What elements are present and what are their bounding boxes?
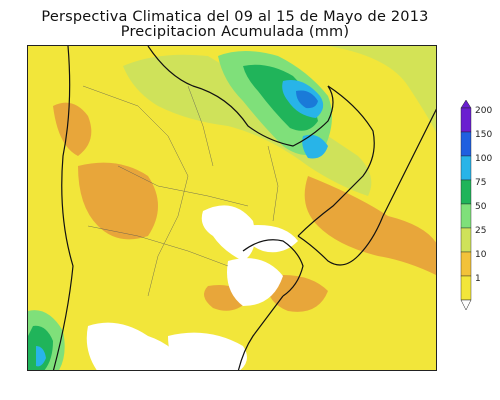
country-borders [52, 46, 436, 370]
blue-rain-secondary [302, 134, 328, 159]
deep-blue-rain-core [296, 90, 318, 109]
legend-label: 75 [475, 178, 486, 188]
precip-legend: 200 150 100 75 50 25 10 1 [460, 100, 492, 311]
legend-swatch [460, 227, 472, 253]
legend-label: 50 [475, 202, 487, 212]
green-band-north-east [128, 46, 436, 133]
legend-arrow-top [460, 100, 472, 109]
legend-label: 100 [475, 154, 492, 164]
orange-patch-south [267, 275, 328, 312]
province-borders [82, 85, 279, 297]
legend-swatch [460, 131, 472, 157]
legend-swatch [460, 107, 472, 133]
legend-label: 150 [475, 130, 492, 140]
brazil-border [297, 85, 375, 237]
dry-zone-pampas [227, 258, 283, 306]
legend-label: 10 [475, 250, 487, 260]
chile-argentina-border [52, 46, 74, 370]
legend-arrow-bottom [460, 299, 472, 311]
orange-patch-west [78, 162, 158, 240]
map-subtitle: Precipitacion Acumulada (mm) [120, 24, 350, 40]
orange-patch-andes [53, 102, 92, 156]
dark-green-rain-north [243, 64, 318, 131]
dry-zone-south [168, 332, 247, 370]
legend-swatch [460, 179, 472, 205]
map-canvas [28, 46, 436, 370]
legend-label: 25 [475, 226, 486, 236]
legend-swatch [460, 203, 472, 229]
legend-swatch [460, 251, 472, 277]
blue-rain-southwest [36, 346, 46, 367]
dry-zone-central [201, 205, 256, 261]
dry-zone-patagonia [86, 322, 188, 370]
dry-zone-river-plate [243, 225, 298, 253]
argentina-coast [237, 295, 284, 370]
uruguay-border [297, 215, 384, 266]
legend-label: 200 [475, 106, 492, 116]
river-plate-coast [242, 239, 304, 297]
map-title: Perspectiva Climatica del 09 al 15 de Ma… [41, 9, 429, 25]
legend-swatch [460, 155, 472, 181]
legend-swatch [460, 275, 472, 301]
bolivia-paraguay-border [147, 46, 334, 147]
legend-label: 1 [475, 274, 481, 284]
brazil-coast [382, 108, 436, 217]
precipitation-map [27, 45, 437, 371]
